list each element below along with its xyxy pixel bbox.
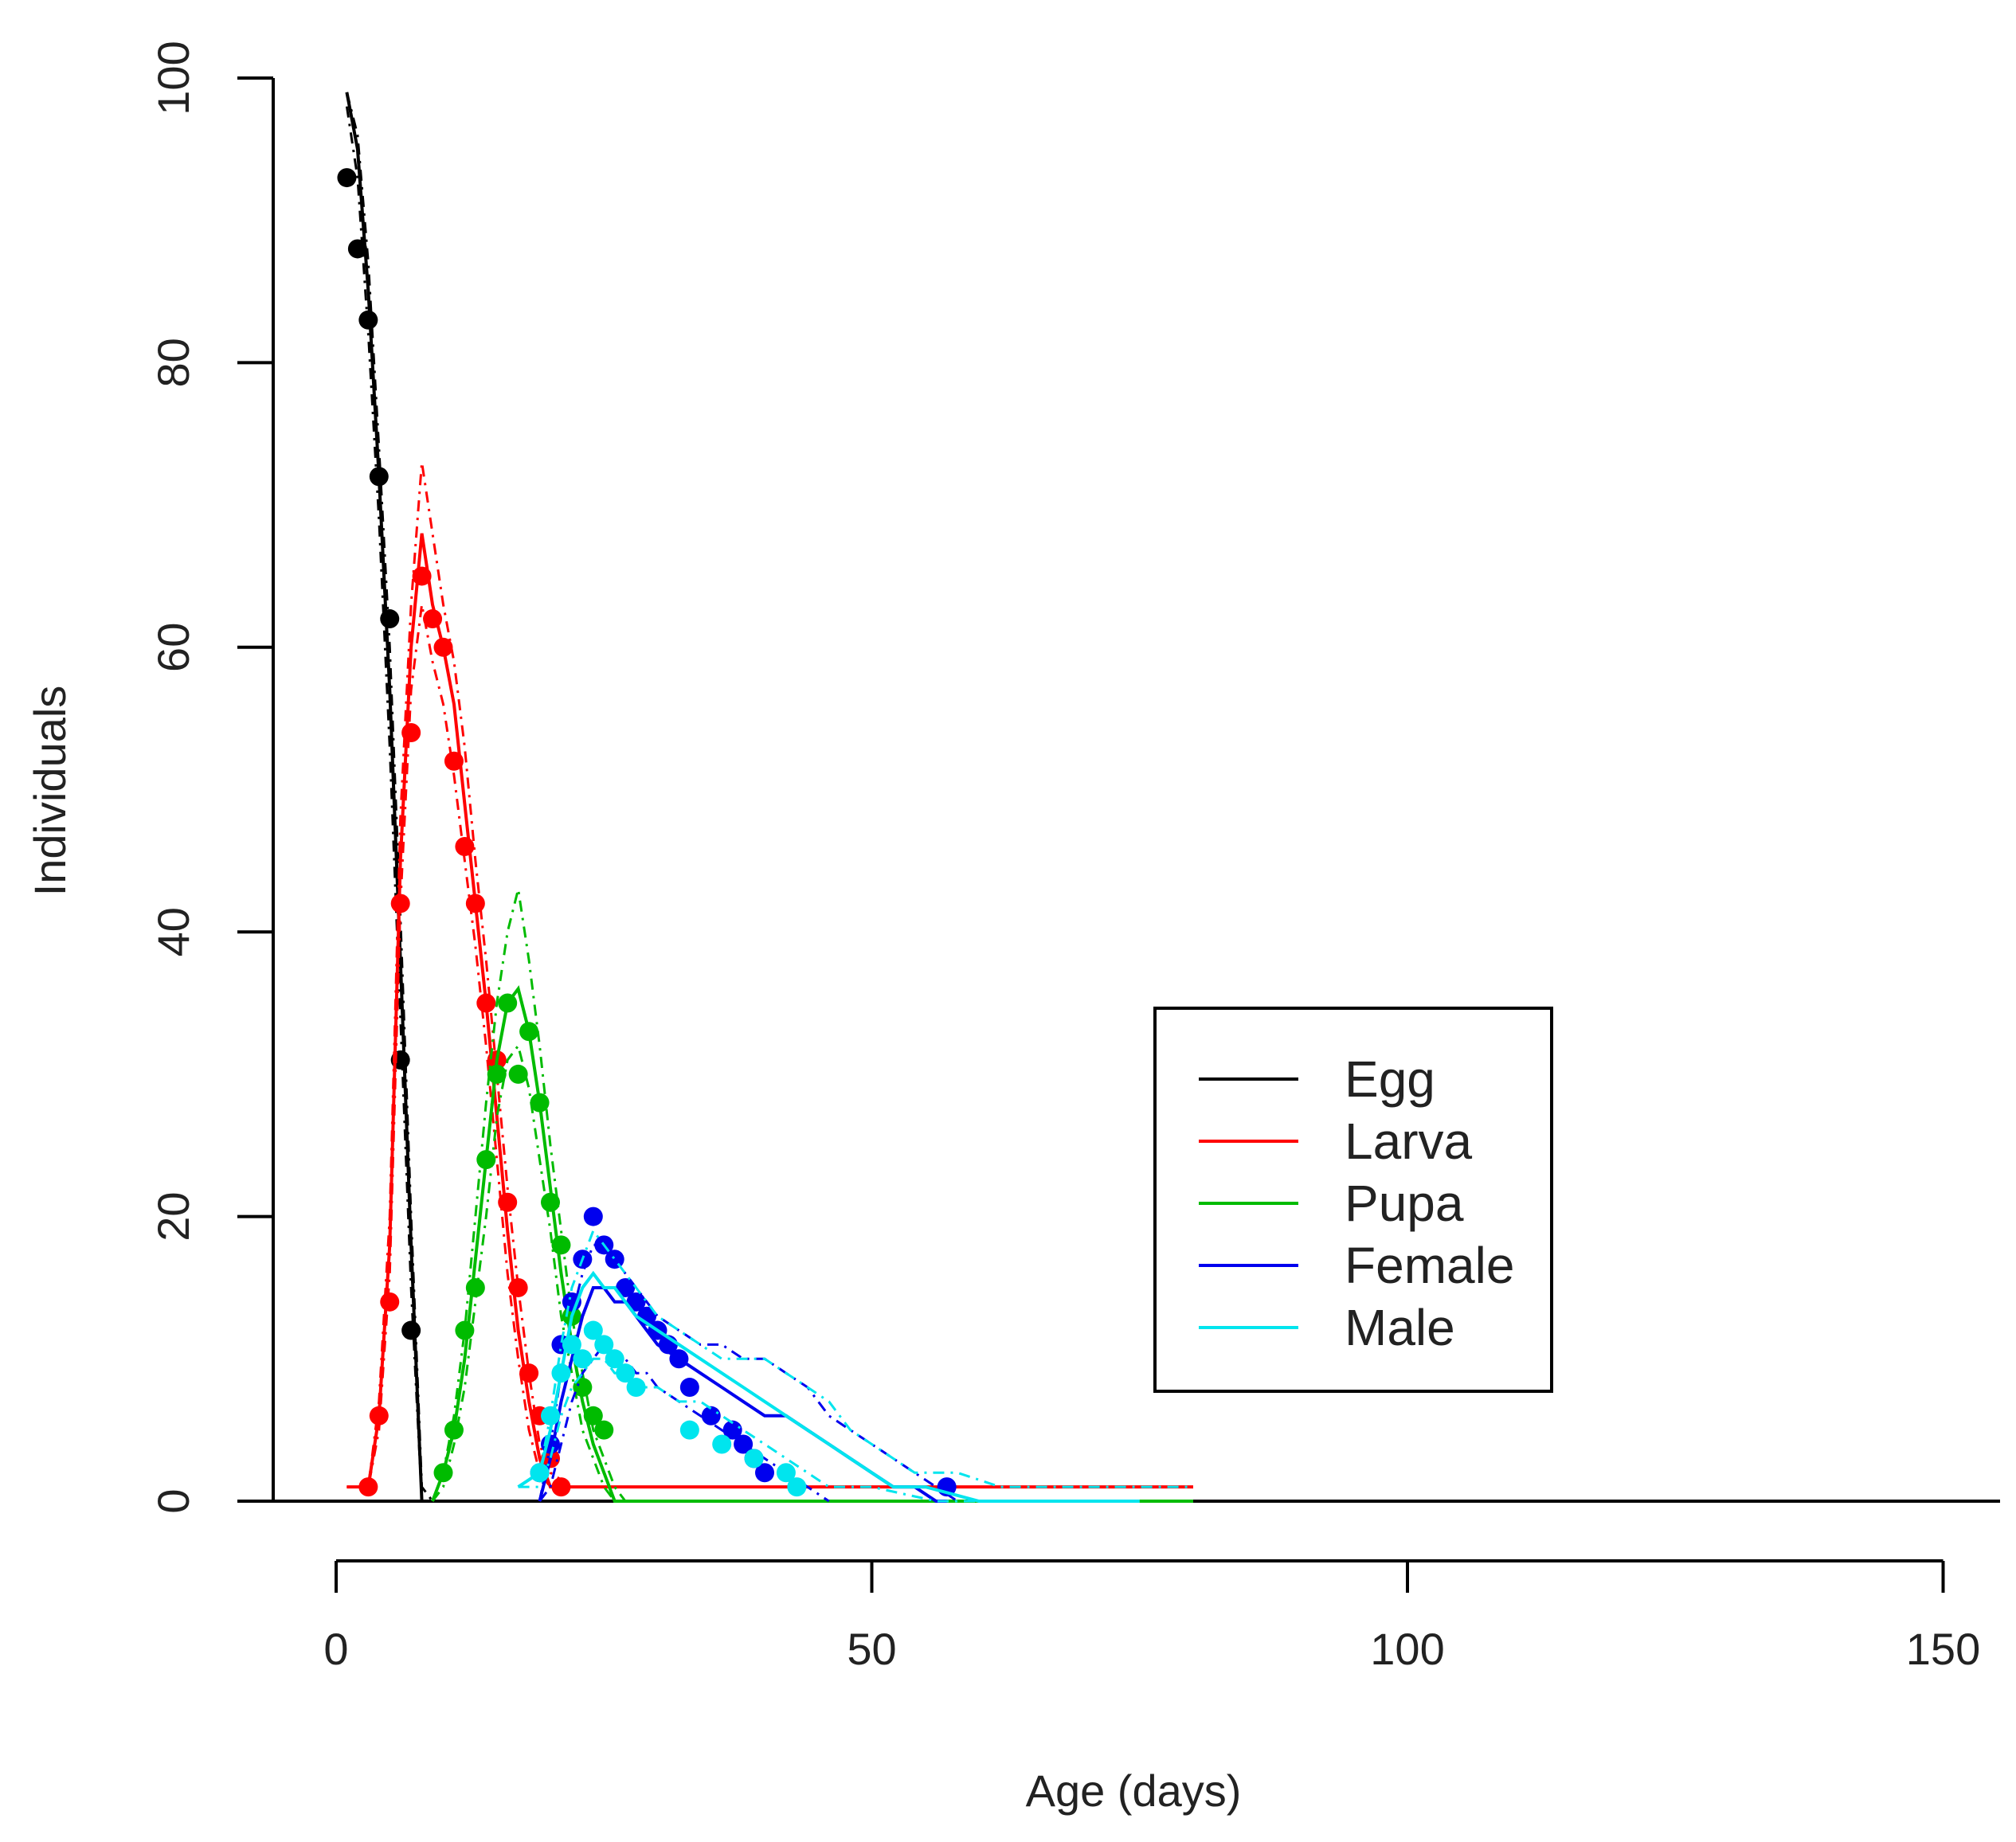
- series-larva-fit-line: [346, 533, 1193, 1489]
- data-point: [562, 1335, 581, 1355]
- data-point: [594, 1420, 614, 1440]
- data-point: [755, 1463, 774, 1483]
- y-axis: 0 20 40 60 80 100: [148, 41, 275, 1514]
- data-point: [465, 1277, 485, 1297]
- series-male-lower-band: [518, 1357, 979, 1503]
- legend-label-egg: Egg: [1345, 1050, 1435, 1108]
- series-egg-fit-line: [345, 92, 1997, 1503]
- data-point: [476, 993, 496, 1013]
- series-male: [517, 1228, 1193, 1503]
- data-point: [573, 1349, 593, 1369]
- data-point: [347, 239, 367, 259]
- data-point: [433, 637, 453, 657]
- series-pupa-lower-band: [431, 1042, 616, 1502]
- legend-label-male: Male: [1345, 1299, 1455, 1356]
- series-female-upper-band: [538, 1243, 958, 1503]
- y-axis-label: Individuals: [25, 686, 75, 897]
- data-point: [369, 467, 389, 487]
- data-point: [605, 1349, 624, 1369]
- data-point: [701, 1406, 721, 1425]
- data-point: [541, 1406, 560, 1425]
- data-point: [679, 1420, 699, 1440]
- data-point: [605, 1250, 624, 1269]
- series-layer: [337, 92, 1997, 1503]
- data-point: [626, 1292, 646, 1312]
- x-tick-label: 100: [1370, 1624, 1444, 1674]
- series-egg: [337, 92, 1997, 1503]
- data-point: [583, 1406, 603, 1425]
- x-tick-label: 0: [323, 1624, 348, 1674]
- data-point: [508, 1064, 528, 1084]
- data-point: [679, 1378, 699, 1398]
- data-point: [744, 1449, 764, 1469]
- data-point: [465, 894, 485, 913]
- data-point: [455, 836, 475, 856]
- data-point: [712, 1434, 732, 1454]
- data-point: [498, 993, 518, 1013]
- y-tick-label: 40: [148, 907, 198, 956]
- data-point: [487, 1064, 507, 1084]
- data-point: [551, 1235, 571, 1255]
- y-tick-label: 100: [148, 41, 198, 115]
- data-point: [358, 1477, 378, 1497]
- data-point: [390, 894, 410, 913]
- x-tick-label: 150: [1906, 1624, 1980, 1674]
- data-point: [412, 566, 432, 586]
- data-point: [358, 310, 378, 330]
- legend-label-female: Female: [1345, 1237, 1514, 1294]
- data-point: [337, 168, 357, 188]
- x-axis: 0 50 100 150: [323, 1559, 1980, 1674]
- data-point: [573, 1378, 593, 1398]
- data-point: [433, 1463, 453, 1483]
- data-point: [401, 1320, 421, 1340]
- y-tick-label: 60: [148, 623, 198, 672]
- data-point: [519, 1363, 539, 1383]
- data-point: [530, 1093, 550, 1113]
- data-point: [594, 1335, 614, 1355]
- x-axis-label: Age (days): [1026, 1766, 1242, 1816]
- data-point: [616, 1277, 636, 1297]
- data-point: [380, 1292, 400, 1312]
- data-point: [551, 1477, 571, 1497]
- legend-label-larva: Larva: [1345, 1113, 1473, 1170]
- series-larva: [346, 462, 1193, 1497]
- series-pupa: [431, 889, 1193, 1503]
- data-point: [583, 1206, 603, 1226]
- y-tick-label: 0: [148, 1488, 198, 1513]
- data-point: [626, 1378, 646, 1398]
- data-point: [444, 1420, 464, 1440]
- data-point: [369, 1406, 389, 1425]
- data-point: [530, 1463, 550, 1483]
- data-point: [541, 1192, 560, 1212]
- data-point: [583, 1320, 603, 1340]
- data-point: [519, 1022, 539, 1042]
- series-male-fit-line: [517, 1270, 1140, 1503]
- y-tick-label: 20: [148, 1191, 198, 1241]
- data-point: [508, 1277, 528, 1297]
- data-point: [734, 1434, 754, 1454]
- data-point: [787, 1477, 807, 1497]
- data-point: [722, 1420, 742, 1440]
- legend-label-pupa: Pupa: [1345, 1175, 1464, 1232]
- series-pupa-upper-band: [431, 889, 627, 1502]
- x-tick-label: 50: [847, 1624, 896, 1674]
- data-point: [776, 1463, 796, 1483]
- data-point: [476, 1150, 496, 1170]
- y-tick-label: 80: [148, 338, 198, 387]
- data-point: [444, 751, 464, 771]
- data-point: [669, 1349, 689, 1369]
- data-point: [498, 1192, 518, 1212]
- data-point: [616, 1363, 636, 1383]
- data-point: [401, 723, 421, 743]
- series-egg-lower-band: [345, 106, 433, 1503]
- data-point: [455, 1320, 475, 1340]
- data-point: [551, 1363, 571, 1383]
- data-point: [380, 609, 400, 629]
- data-point: [423, 609, 443, 629]
